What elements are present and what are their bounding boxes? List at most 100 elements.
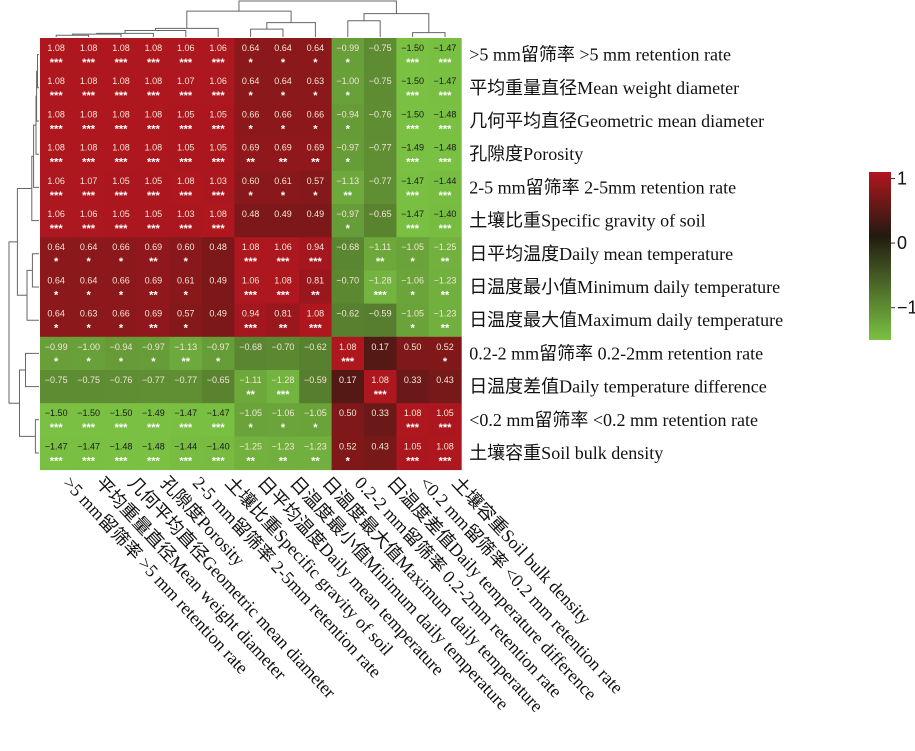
cell-value-label: 1.08 — [112, 76, 130, 86]
heatmap-cell — [169, 170, 203, 205]
cell-value-label: 1.05 — [112, 209, 130, 219]
cell-significance-label: *** — [179, 123, 193, 135]
cell-significance-label: *** — [309, 323, 323, 335]
cell-significance-label: *** — [50, 90, 64, 102]
heatmap-cell — [169, 237, 203, 271]
cell-significance-label: *** — [439, 422, 453, 434]
dendrogram-branch — [363, 13, 430, 33]
cell-significance-label: * — [151, 356, 156, 368]
heatmap-cell — [72, 336, 106, 371]
cell-value-label: 0.66 — [307, 109, 325, 119]
cell-value-label: −0.65 — [207, 375, 230, 385]
heatmap-cell — [299, 104, 333, 139]
cell-value-label: 1.03 — [177, 209, 195, 219]
heatmap-cell — [137, 137, 171, 172]
heatmap-cell — [234, 237, 268, 271]
cell-value-label: 1.05 — [177, 109, 195, 119]
row-label: 日温度最小值Minimum daily temperature — [469, 277, 780, 297]
cell-significance-label: ** — [246, 455, 255, 467]
cell-value-label: −0.70 — [272, 342, 295, 352]
heatmap-cell — [202, 204, 235, 238]
cell-significance-label: ** — [246, 157, 255, 169]
cell-value-label: 0.60 — [242, 176, 260, 186]
cell-significance-label: * — [281, 190, 286, 202]
cell-value-label: −1.50 — [401, 109, 424, 119]
heatmap-cell — [331, 38, 365, 72]
cell-significance-label: * — [346, 157, 351, 169]
cell-value-label: −1.49 — [401, 143, 424, 153]
heatmap-cell — [234, 137, 268, 172]
cell-significance-label: *** — [147, 123, 161, 135]
heatmap-cell — [72, 303, 106, 338]
cell-significance-label: * — [54, 256, 59, 268]
heatmap-cell — [396, 38, 430, 72]
heatmap-cell — [266, 336, 300, 371]
cell-value-label: −1.25 — [239, 441, 262, 451]
heatmap-cell — [234, 403, 268, 437]
cell-significance-label: *** — [406, 422, 420, 434]
cell-significance-label: *** — [82, 223, 96, 235]
cell-significance-label: * — [248, 123, 253, 135]
cell-value-label: −1.28 — [272, 375, 295, 385]
cell-value-label: −1.48 — [434, 143, 457, 153]
cell-value-label: 0.64 — [274, 76, 292, 86]
cell-significance-label: ** — [149, 289, 158, 301]
heatmap-cell — [169, 104, 203, 139]
cell-significance-label: ** — [279, 455, 288, 467]
heatmap-cells: 1.08***1.08***1.08***1.08***1.06***1.06*… — [40, 38, 462, 471]
cell-value-label: −1.00 — [336, 76, 359, 86]
cell-significance-label: * — [119, 256, 124, 268]
cell-value-label: 1.08 — [80, 143, 98, 153]
heatmap-cell — [428, 204, 462, 238]
cell-value-label: −0.75 — [77, 375, 100, 385]
cell-significance-label: *** — [147, 455, 161, 467]
cell-value-label: −1.44 — [174, 441, 197, 451]
cell-significance-label: *** — [147, 90, 161, 102]
heatmap-cell — [331, 170, 365, 205]
cell-value-label: −1.23 — [434, 309, 457, 319]
cell-value-label: 1.08 — [274, 275, 292, 285]
row-labels: >5 mm留筛率 >5 mm retention rate 平均重量直径Mean … — [469, 45, 783, 463]
cell-significance-label: *** — [50, 190, 64, 202]
cell-value-label: −1.50 — [45, 408, 68, 418]
cell-value-label: −0.99 — [45, 342, 68, 352]
heatmap-cell — [169, 436, 203, 471]
cell-significance-label: ** — [246, 389, 255, 401]
heatmap-cell — [202, 104, 235, 139]
cell-value-label: 0.57 — [307, 176, 325, 186]
heatmap-cell — [396, 170, 430, 205]
cell-value-label: 1.06 — [47, 176, 65, 186]
cell-significance-label: * — [281, 123, 286, 135]
cell-value-label: −0.65 — [369, 209, 392, 219]
cell-significance-label: *** — [341, 356, 355, 368]
cell-value-label: 0.64 — [274, 43, 292, 53]
cell-value-label: 0.69 — [145, 242, 163, 252]
cell-significance-label: *** — [50, 123, 64, 135]
cell-value-label: 0.49 — [307, 209, 325, 219]
cell-value-label: −1.13 — [174, 342, 197, 352]
cell-value-label: −1.23 — [304, 441, 327, 451]
cell-significance-label: *** — [374, 289, 388, 301]
cell-value-label: −1.25 — [434, 242, 457, 252]
heatmap-cell — [396, 403, 430, 437]
heatmap-cell — [364, 237, 397, 271]
cell-significance-label: * — [281, 90, 286, 102]
heatmap-cell — [331, 71, 365, 105]
cell-significance-label: * — [346, 223, 351, 235]
cell-significance-label: *** — [82, 90, 96, 102]
cell-value-label: 1.08 — [47, 43, 65, 53]
heatmap-cell — [40, 403, 73, 437]
cell-significance-label: *** — [115, 422, 129, 434]
heatmap-cell — [428, 336, 462, 371]
row-label: 日温度差值Daily temperature difference — [469, 377, 767, 397]
cell-significance-label: *** — [277, 256, 291, 268]
cell-significance-label: * — [54, 323, 59, 335]
heatmap-cell — [396, 71, 430, 105]
cell-value-label: −1.50 — [401, 76, 424, 86]
cell-significance-label: ** — [441, 323, 450, 335]
cell-significance-label: * — [443, 356, 448, 368]
cell-significance-label: * — [86, 289, 91, 301]
heatmap-cell — [396, 436, 430, 471]
dendrogram-branch — [16, 187, 32, 296]
